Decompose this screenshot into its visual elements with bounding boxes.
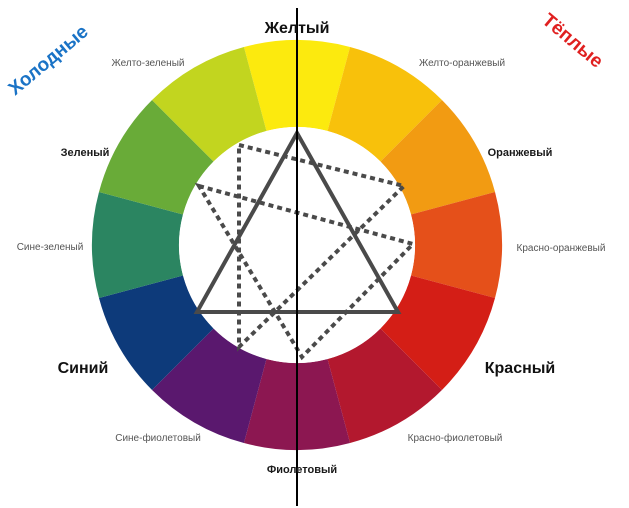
label-green: Зеленый bbox=[61, 147, 110, 159]
label-red: Красный bbox=[485, 360, 556, 377]
label-orange: Оранжевый bbox=[488, 147, 553, 159]
wheel-segment-5 bbox=[380, 275, 496, 390]
tertiary-triangle-dotted bbox=[237, 142, 408, 352]
wheel-segment-2 bbox=[327, 46, 442, 162]
wheel-segment-12 bbox=[152, 46, 267, 162]
label-blue-violet: Сине-фиолетовый bbox=[115, 432, 201, 444]
wheel-segment-10 bbox=[92, 191, 184, 299]
label-yellow-orange: Желто-оранжевый bbox=[419, 58, 505, 69]
secondary-triangle-dotted bbox=[194, 182, 417, 361]
label-blue-green: Сине-зеленый bbox=[17, 242, 84, 253]
wheel-segment-6 bbox=[327, 328, 442, 444]
cold-colors-caption: Холодные bbox=[5, 21, 93, 99]
label-violet: Фиолетовый bbox=[267, 464, 337, 476]
wheel-segment-8 bbox=[152, 328, 267, 444]
warm-colors-caption: Тёплые bbox=[538, 10, 607, 73]
wheel-segment-4 bbox=[410, 191, 502, 299]
label-red-orange: Красно-оранжевый bbox=[517, 243, 606, 254]
label-yellow: Желтый bbox=[264, 20, 330, 37]
wheel-segment-11 bbox=[98, 100, 214, 215]
label-yellow-green: Желто-зеленый bbox=[112, 58, 185, 69]
wheel-segment-3 bbox=[380, 100, 496, 215]
label-blue: Синий bbox=[58, 360, 109, 377]
wheel-segment-9 bbox=[98, 275, 214, 390]
label-red-violet: Красно-фиолетовый bbox=[408, 432, 503, 444]
